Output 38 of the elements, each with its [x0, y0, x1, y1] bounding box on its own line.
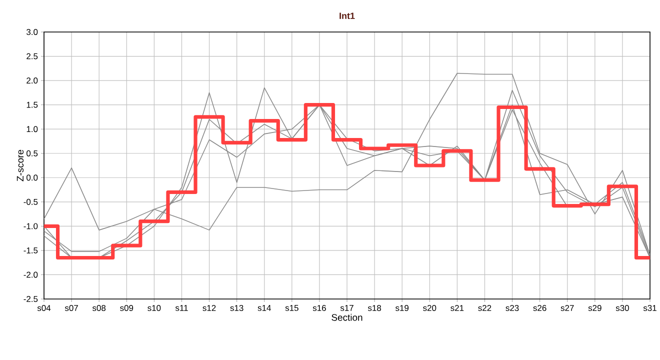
- x-tick-label: s16: [312, 305, 326, 312]
- x-tick-label: s30: [616, 305, 629, 312]
- x-tick-label: s11: [175, 305, 188, 311]
- x-tick-label: s15: [285, 305, 298, 311]
- y-tick-label: -1.5: [24, 248, 38, 254]
- y-tick-label: 2.5: [26, 53, 38, 60]
- x-tick-label: s22: [478, 305, 492, 312]
- x-tick-label: s18: [368, 305, 382, 312]
- x-tick-label: s04: [37, 305, 51, 312]
- x-tick-label: s17: [340, 305, 354, 311]
- y-tick-label: 1.0: [26, 126, 38, 132]
- x-tick-label: s23: [506, 305, 519, 312]
- x-tick-label: s14: [258, 305, 271, 311]
- x-tick-label: s10: [148, 305, 161, 312]
- y-tick-label: 1.5: [26, 102, 38, 108]
- x-tick-label: s07: [64, 305, 78, 312]
- y-axis-title: Z-score: [16, 150, 24, 182]
- x-axis-title: Section: [332, 314, 362, 321]
- y-tick-label: -1.0: [24, 223, 38, 230]
- x-tick-label: s29: [588, 305, 602, 312]
- y-tick-label: 0.0: [26, 174, 38, 181]
- chart-title: Int1: [340, 12, 355, 19]
- x-tick-label: s09: [120, 305, 134, 312]
- x-tick-label: s31: [643, 305, 656, 312]
- y-tick-label: -2.5: [24, 296, 38, 302]
- y-tick-label: 0.5: [26, 150, 38, 156]
- x-tick-label: s26: [533, 305, 546, 312]
- x-tick-label: s21: [450, 305, 464, 312]
- y-tick-label: -0.5: [24, 198, 38, 205]
- y-tick-label: 3.0: [26, 29, 38, 35]
- y-tick-label: -2.0: [24, 272, 38, 278]
- x-tick-label: s12: [202, 305, 216, 312]
- x-tick-label: s13: [230, 305, 244, 312]
- x-tick-label: s19: [396, 305, 409, 312]
- x-tick-label: s08: [92, 305, 106, 312]
- x-tick-label: s20: [423, 305, 436, 312]
- x-tick-label: s27: [560, 305, 574, 312]
- y-tick-label: 2.0: [26, 78, 38, 84]
